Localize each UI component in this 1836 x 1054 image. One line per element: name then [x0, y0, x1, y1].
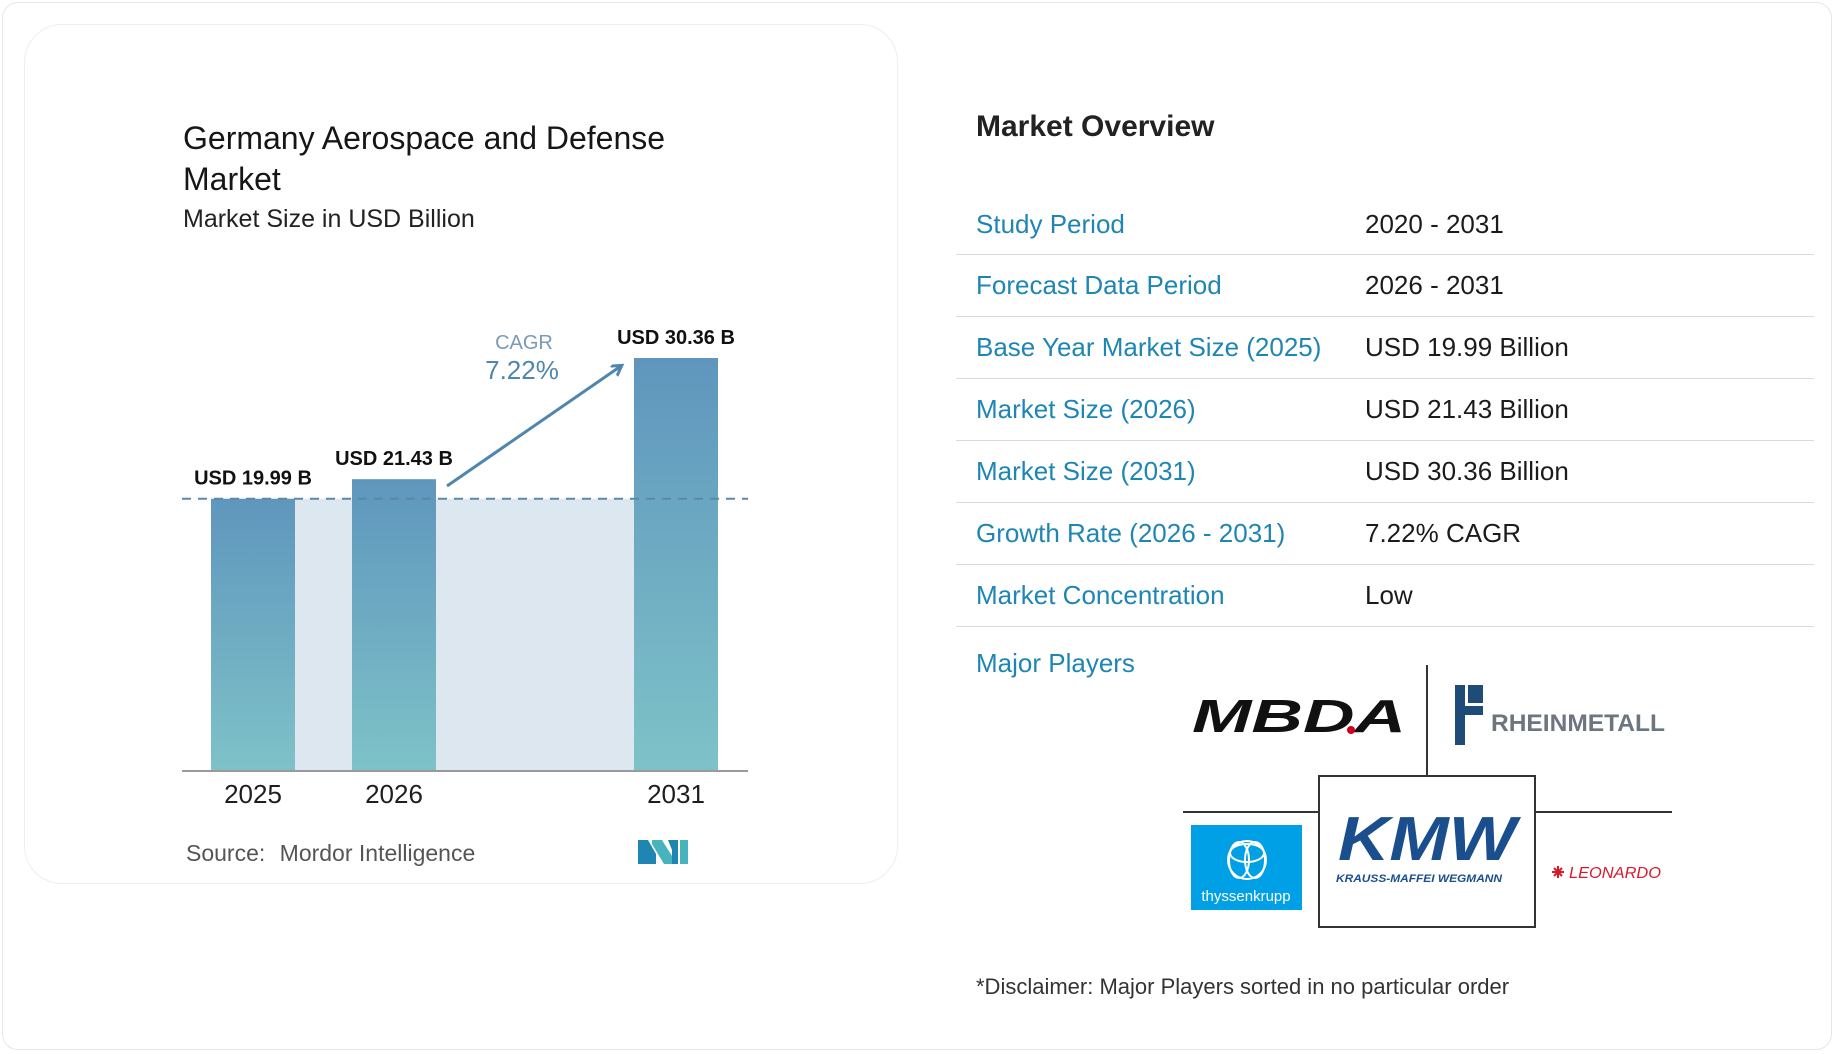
overview-value: 2020 - 2031	[1365, 208, 1504, 239]
bar-2026	[352, 479, 436, 770]
thyssenkrupp-emblem-icon	[1227, 840, 1267, 880]
chart-title: Germany Aerospace and Defense Market	[183, 120, 666, 197]
thyssenkrupp-logo-text: thyssenkrupp	[1201, 888, 1290, 905]
logo-divider	[1318, 775, 1536, 928]
mordor-intelligence-logo	[638, 840, 688, 864]
rheinmetall-logo: RHEINMETALL	[1455, 685, 1665, 745]
mbda-logo-text: MBDA	[1192, 690, 1406, 742]
data-label: USD 21.43 B	[335, 448, 453, 470]
overview-label: Forecast Data Period	[976, 270, 1222, 300]
overview-value: USD 21.43 Billion	[1365, 394, 1569, 424]
market-overview-title: Market Overview	[976, 110, 1215, 143]
cagr-arrow	[446, 366, 621, 488]
leonardo-logo-text: LEONARDO	[1569, 865, 1661, 882]
kmw-subtitle-text: KRAUSS-MAFFEI WEGMANN	[1336, 873, 1503, 885]
overview-row-concentration: Market Concentration Low	[956, 565, 1814, 627]
overview-row-forecast-period: Forecast Data Period 2026 - 2031	[956, 255, 1814, 317]
overview-row-size-2031: Market Size (2031) USD 30.36 Billion	[956, 441, 1814, 503]
thyssenkrupp-logo: thyssenkrupp	[1191, 825, 1302, 910]
overview-table: Study Period 2020 - 2031 Forecast Data P…	[956, 194, 1814, 627]
x-tick-label: 2026	[365, 779, 423, 809]
data-label: USD 19.99 B	[194, 468, 312, 490]
source-line: Source: Mordor Intelligence	[186, 840, 475, 867]
x-tick-label: 2025	[224, 779, 282, 809]
leonardo-star-icon	[1552, 866, 1564, 878]
overview-label: Growth Rate (2026 - 2031)	[976, 518, 1286, 548]
bar-chart: 2025 2026 2031 USD 19.99 B USD 21.43 B USD 30…	[182, 327, 748, 809]
cagr-label: CAGR	[495, 332, 553, 354]
overview-value: 2026 - 2031	[1365, 270, 1504, 300]
overview-value: USD 19.99 Billion	[1365, 332, 1569, 362]
rheinmetall-logo-text: RHEINMETALL	[1491, 710, 1665, 737]
leonardo-logo: LEONARDO	[1552, 865, 1661, 882]
overview-label: Market Size (2026)	[976, 394, 1196, 424]
bar-2025	[211, 498, 295, 770]
major-players-logos: MBDA RHEINMETALL thyssenkrupp KMW KRAUSS…	[1183, 665, 1672, 928]
overview-row-base-year-size: Base Year Market Size (2025) USD 19.99 B…	[956, 317, 1814, 379]
chart-subtitle: Market Size in USD Billion	[183, 205, 475, 233]
overview-value: USD 30.36 Billion	[1365, 456, 1569, 486]
cagr-value: 7.22%	[485, 355, 559, 385]
kmw-logo-text: KMW	[1338, 805, 1521, 874]
mbda-logo: MBDA	[1192, 690, 1406, 742]
overview-label: Market Size (2031)	[976, 456, 1196, 486]
rheinmetall-emblem-icon	[1455, 685, 1483, 745]
overview-value: 7.22% CAGR	[1365, 518, 1522, 548]
major-players-label: Major Players	[976, 648, 1135, 678]
x-tick-label: 2031	[647, 779, 705, 809]
overview-row-growth-rate: Growth Rate (2026 - 2031) 7.22% CAGR	[956, 503, 1814, 565]
overview-label: Base Year Market Size (2025)	[976, 332, 1322, 362]
source-value: Mordor Intelligence	[279, 840, 476, 866]
disclaimer: *Disclaimer: Major Players sorted in no …	[976, 974, 1510, 999]
overview-label: Market Concentration	[976, 580, 1225, 610]
rheinmetall-emblem-icon-part	[1468, 685, 1483, 703]
source-label: Source:	[186, 840, 266, 866]
overview-row-size-2026: Market Size (2026) USD 21.43 Billion	[956, 379, 1814, 441]
overview-row-study-period: Study Period 2020 - 2031	[956, 194, 1814, 255]
bar-2031	[634, 358, 718, 770]
overview-label: Study Period	[976, 208, 1125, 239]
overview-value: Low	[1365, 580, 1413, 610]
kmw-logo: KMW KRAUSS-MAFFEI WEGMANN	[1336, 805, 1521, 885]
data-label: USD 30.36 B	[617, 327, 735, 349]
reference-band	[295, 498, 634, 770]
mbda-dot-icon	[1347, 726, 1355, 734]
